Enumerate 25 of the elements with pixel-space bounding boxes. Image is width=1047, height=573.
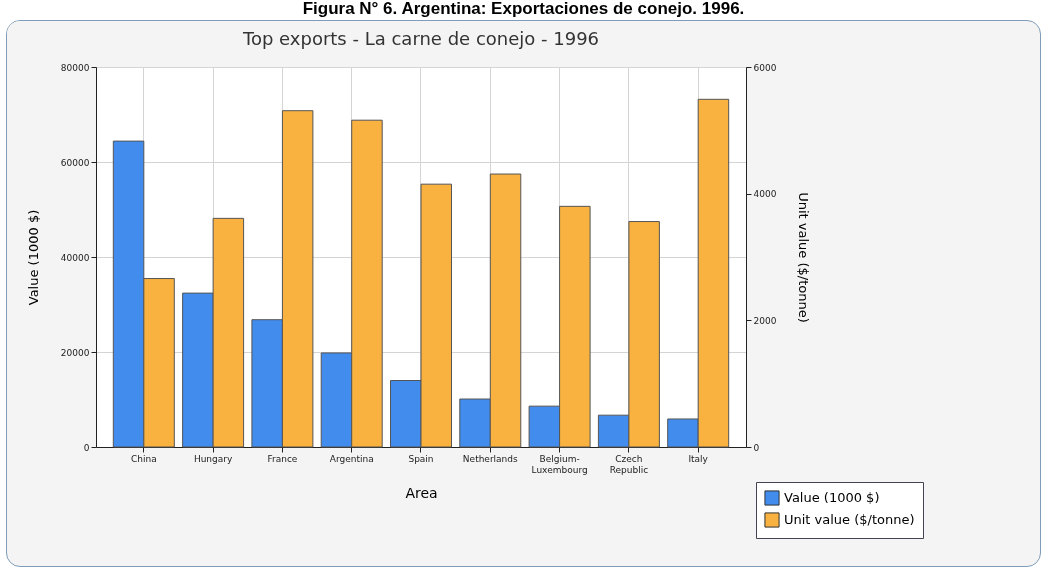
y2-tick-label: 0	[753, 442, 760, 453]
legend-label: Value (1000 $)	[784, 490, 880, 505]
x-tick-label: Spain	[408, 453, 434, 464]
x-tick-label: Hungary	[193, 453, 233, 464]
y2-tick-label: 6000	[753, 62, 777, 73]
x-tick-label: Netherlands	[462, 453, 519, 464]
y-tick-label: 20000	[60, 347, 90, 358]
x-tick-label: Belgium-Luxembourg	[531, 453, 588, 475]
x-tick-label: France	[267, 453, 298, 464]
x-tick-label: Argentina	[329, 453, 374, 464]
y-tick-label: 0	[83, 442, 90, 453]
text: Figura N° 6. Argentina: Exportaciones de conejo. 1996.	[301, 0, 746, 18]
y-tick-label: 80000	[60, 62, 90, 73]
x-tick-label: Italy	[688, 453, 709, 464]
y-tick-label: 40000	[60, 252, 90, 263]
x-axis-title: Area	[405, 484, 438, 501]
y2-tick-label: 2000	[753, 315, 777, 326]
y2-axis-title: Unit value ($/tonne)	[796, 192, 812, 323]
y2-tick-label: 4000	[753, 189, 777, 200]
x-tick-label: Czech Republic	[609, 453, 649, 475]
legend-label: Unit value ($/tonne)	[784, 512, 915, 527]
x-tick-label: China	[130, 453, 157, 464]
y-tick-label: 60000	[60, 157, 90, 168]
y-axis-title: Value (1000 $)	[25, 209, 41, 306]
chart-title: Top exports - La carne de conejo - 1996	[241, 28, 600, 49]
